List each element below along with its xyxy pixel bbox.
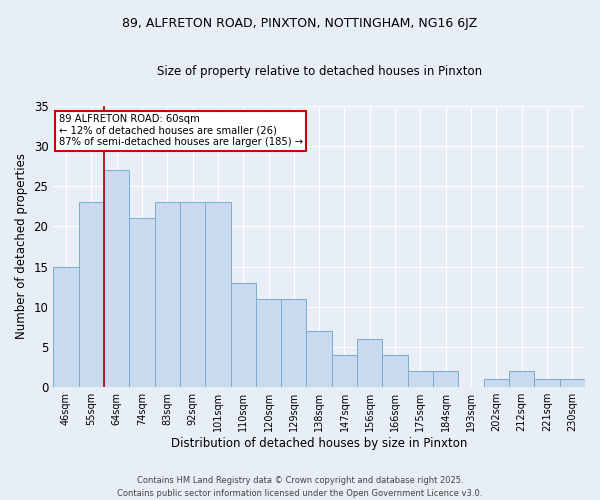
Text: Contains HM Land Registry data © Crown copyright and database right 2025.
Contai: Contains HM Land Registry data © Crown c…: [118, 476, 482, 498]
Bar: [180, 202, 205, 387]
Bar: [357, 339, 382, 387]
Bar: [256, 298, 281, 387]
Bar: [408, 371, 433, 387]
Bar: [104, 170, 129, 387]
Bar: [484, 379, 509, 387]
Bar: [205, 202, 230, 387]
Bar: [509, 371, 535, 387]
Bar: [281, 298, 307, 387]
Bar: [433, 371, 458, 387]
Bar: [307, 331, 332, 387]
Bar: [53, 266, 79, 387]
Bar: [79, 202, 104, 387]
Bar: [155, 202, 180, 387]
Bar: [560, 379, 585, 387]
Bar: [129, 218, 155, 387]
Y-axis label: Number of detached properties: Number of detached properties: [15, 154, 28, 340]
Text: 89 ALFRETON ROAD: 60sqm
← 12% of detached houses are smaller (26)
87% of semi-de: 89 ALFRETON ROAD: 60sqm ← 12% of detache…: [59, 114, 303, 147]
Bar: [230, 282, 256, 387]
Bar: [535, 379, 560, 387]
X-axis label: Distribution of detached houses by size in Pinxton: Distribution of detached houses by size …: [171, 437, 467, 450]
Bar: [332, 355, 357, 387]
Text: 89, ALFRETON ROAD, PINXTON, NOTTINGHAM, NG16 6JZ: 89, ALFRETON ROAD, PINXTON, NOTTINGHAM, …: [122, 18, 478, 30]
Title: Size of property relative to detached houses in Pinxton: Size of property relative to detached ho…: [157, 65, 482, 78]
Bar: [382, 355, 408, 387]
